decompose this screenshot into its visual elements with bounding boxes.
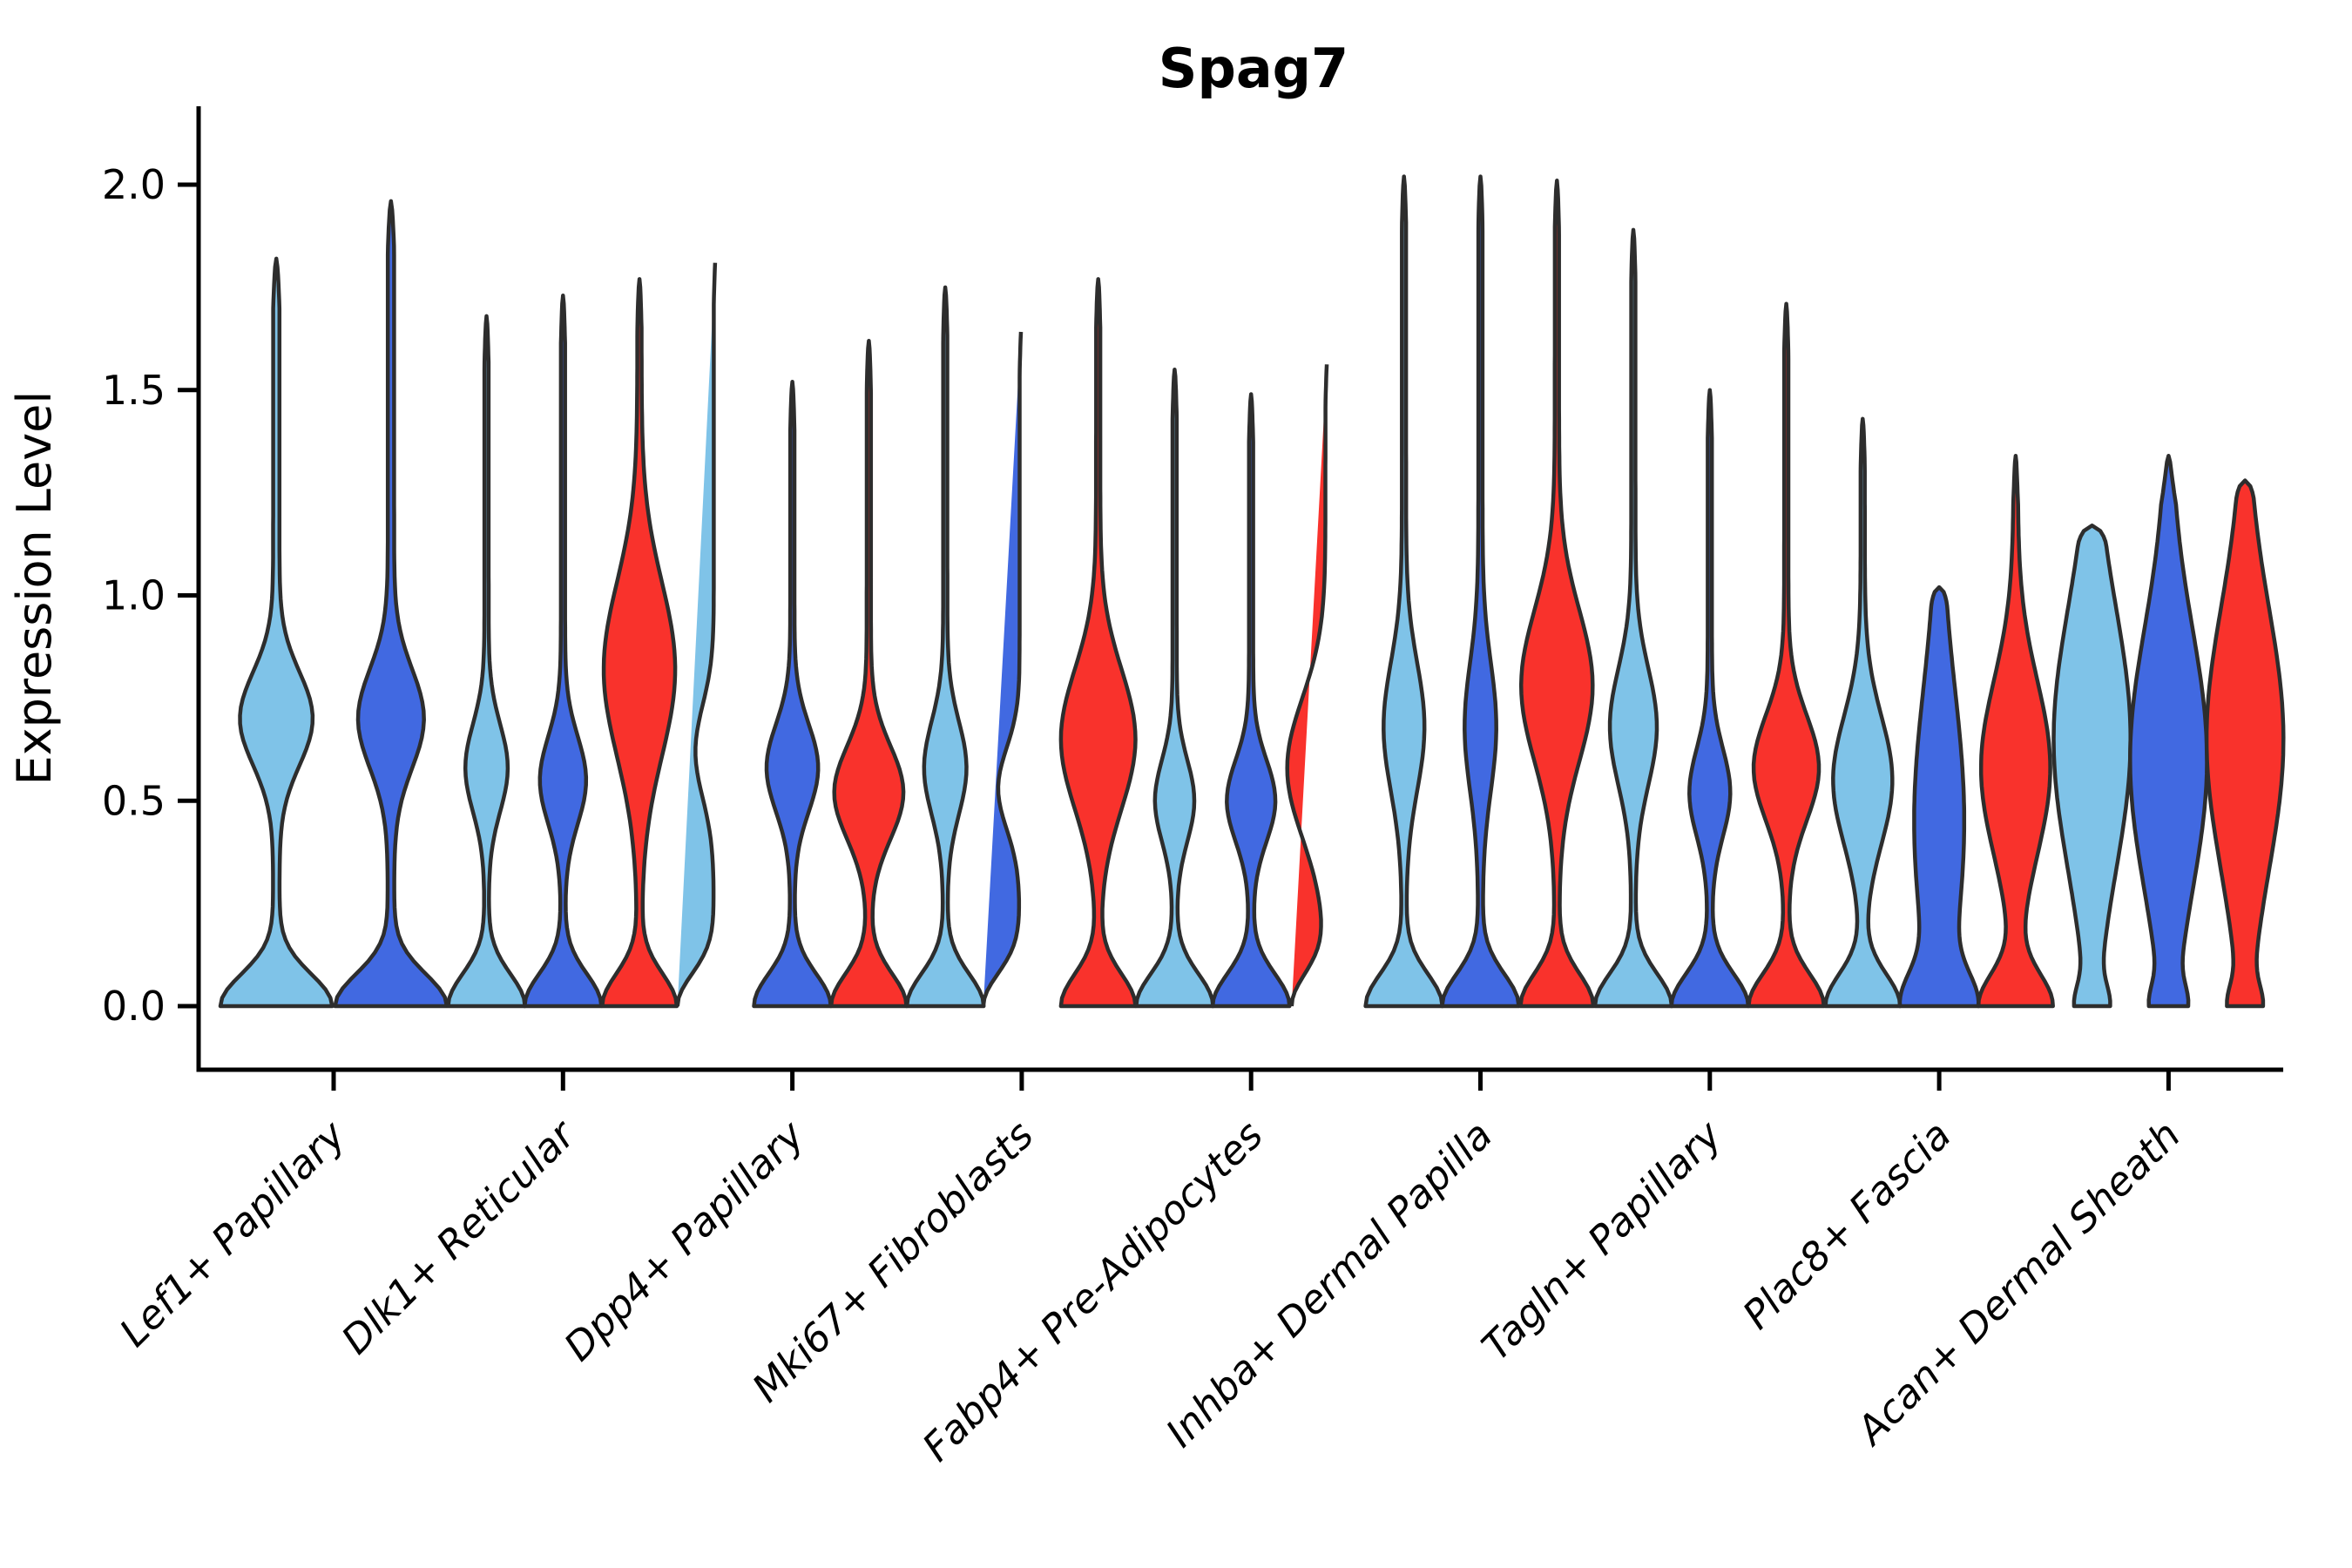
y-axis-label: Expression Level	[7, 391, 62, 786]
y-tick-label: 1.5	[102, 367, 166, 414]
y-tick-label: 0.0	[102, 983, 166, 1030]
y-tick-label: 1.0	[102, 572, 166, 619]
violin-dlk1-reticular-light_blue	[446, 314, 527, 1009]
violin-tagln-papillary-royal_blue	[1669, 388, 1751, 1009]
violin-acan-dermal-sheath-light_blue	[2051, 524, 2132, 1009]
violin-fabp4-pre-adipocytes-royal_blue	[1210, 392, 1292, 1009]
violin-fabp4-pre-adipocytes-red	[1285, 364, 1329, 1007]
violin-dpp4-papillary-light_blue	[675, 262, 718, 1007]
violin-inhba-dermal-papilla-royal_blue	[1440, 174, 1521, 1009]
violin-dpp4-papillary-royal_blue	[752, 380, 833, 1009]
violin-tagln-papillary-red	[1747, 301, 1827, 1009]
violin-lef1-papillary-royal_blue	[333, 199, 449, 1009]
violin-plac8-fascia-royal_blue	[1897, 585, 1981, 1009]
y-tick-label: 2.0	[102, 161, 166, 208]
violin-tagln-papillary-light_blue	[1592, 227, 1674, 1009]
violins-layer	[218, 174, 2286, 1009]
violin-inhba-dermal-papilla-red	[1518, 179, 1596, 1009]
violin-dlk1-reticular-royal_blue	[522, 294, 604, 1009]
violin-plac8-fascia-red	[1976, 453, 2055, 1009]
violin-mki67-fibroblasts-light_blue	[904, 285, 986, 1009]
violin-dpp4-papillary-red	[828, 338, 909, 1009]
y-tick-label: 0.5	[102, 777, 166, 824]
violin-fabp4-pre-adipocytes-light_blue	[1134, 367, 1215, 1009]
violin-inhba-dermal-papilla-light_blue	[1363, 174, 1445, 1009]
violin-acan-dermal-sheath-red	[2204, 478, 2286, 1009]
violin-lef1-papillary-light_blue	[218, 256, 335, 1009]
violin-plac8-fascia-light_blue	[1823, 416, 1903, 1009]
violin-dlk1-reticular-red	[600, 277, 679, 1009]
violin-acan-dermal-sheath-royal_blue	[2128, 453, 2209, 1009]
violin-mki67-fibroblasts-red	[1058, 277, 1138, 1009]
violin-mki67-fibroblasts-royal_blue	[981, 331, 1024, 1007]
chart-title: Spag7	[1159, 37, 1348, 100]
